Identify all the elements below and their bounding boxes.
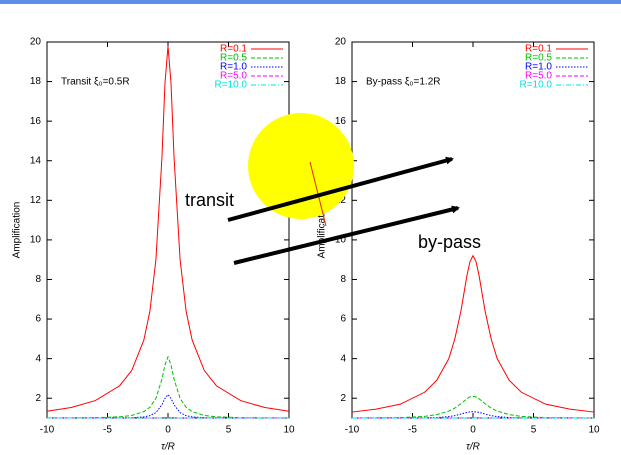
y-tick-label: 8 <box>340 274 346 285</box>
legend-label: R=1.0 <box>525 62 552 73</box>
y-tick-label: 18 <box>335 76 347 87</box>
legend-label: R=0.5 <box>525 53 552 64</box>
x-tick-label: 5 <box>531 425 537 436</box>
x-axis-label: τ/R <box>466 442 480 453</box>
y-tick-label: 16 <box>30 116 42 127</box>
transit-arrow <box>227 156 454 222</box>
x-tick-label: -10 <box>40 425 55 436</box>
series-line <box>46 355 290 419</box>
legend-label: R=5.0 <box>220 71 247 82</box>
legend-label: R=5.0 <box>525 71 552 82</box>
series-line <box>351 395 595 419</box>
sun-disk <box>248 113 354 219</box>
y-tick-label: 20 <box>30 37 42 48</box>
y-tick-label: 4 <box>340 353 346 364</box>
y-tick-label: 6 <box>340 314 346 325</box>
y-tick-label: 2 <box>35 393 41 404</box>
chart-panel: 2468101214161820-10-50510τ/RAmplificatio… <box>317 37 600 453</box>
y-tick-label: 6 <box>35 314 41 325</box>
y-tick-label: 10 <box>30 235 42 246</box>
legend-label: R=1.0 <box>220 62 247 73</box>
overlay: transit by-pass <box>185 113 481 265</box>
legend-label: R=10.0 <box>214 80 247 91</box>
legend-label: R=0.1 <box>525 44 552 55</box>
x-axis-label: τ/R <box>161 442 175 453</box>
y-tick-label: 8 <box>35 274 41 285</box>
legend-label: R=10.0 <box>519 80 552 91</box>
legend-label: R=0.1 <box>220 44 247 55</box>
y-axis-label: Amplification <box>12 202 23 259</box>
x-tick-label: -5 <box>408 425 417 436</box>
y-tick-label: 20 <box>335 37 347 48</box>
x-tick-label: 0 <box>165 425 171 436</box>
x-tick-label: -10 <box>345 425 360 436</box>
x-tick-label: 5 <box>226 425 232 436</box>
transit-label: transit <box>185 190 234 210</box>
y-tick-label: 4 <box>35 353 41 364</box>
x-tick-label: -5 <box>103 425 112 436</box>
bypass-label: by-pass <box>418 232 481 252</box>
y-tick-label: 10 <box>335 235 347 246</box>
y-tick-label: 16 <box>335 116 347 127</box>
y-tick-label: 2 <box>340 393 346 404</box>
y-axis-label: Amplification <box>317 202 328 259</box>
plot-frame <box>46 41 290 419</box>
y-tick-label: 18 <box>30 76 42 87</box>
annotation: Transit ξ₀=0.5R <box>61 77 130 88</box>
chart-panel: 2 4 6 8 10 12 14 16 18 20 -10 -5 0 5 10 τ/R Amplificatio… <box>12 37 295 453</box>
y-tick-label: 12 <box>30 195 42 206</box>
bypass-arrow <box>233 205 460 265</box>
x-tick-label: 10 <box>283 425 295 436</box>
series-line <box>351 254 595 413</box>
y-tick-label: 14 <box>30 155 42 166</box>
plot-frame <box>351 41 595 419</box>
legend-label: R=0.5 <box>220 53 247 64</box>
series-line <box>46 45 290 412</box>
top-bar <box>0 0 621 4</box>
annotation: By-pass ξ₀=1.2R <box>366 77 441 88</box>
x-tick-label: 0 <box>470 425 476 436</box>
x-tick-label: 10 <box>588 425 600 436</box>
